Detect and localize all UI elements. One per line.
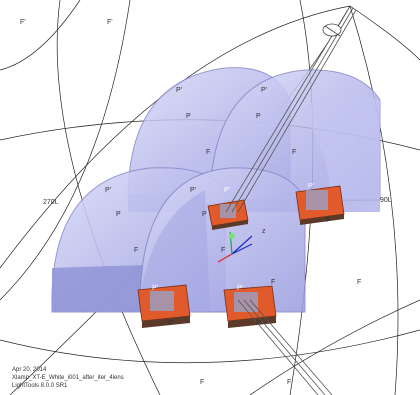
label-f: F <box>287 379 291 386</box>
receiver-icon[interactable] <box>322 23 342 37</box>
led-back-right[interactable] <box>295 185 345 225</box>
label-f: F <box>357 279 361 286</box>
label-f-prime: F' <box>20 19 26 26</box>
label-p: P <box>202 211 207 218</box>
led-back-left[interactable] <box>207 199 249 230</box>
label-f-prime: F' <box>168 320 174 327</box>
label-p: P <box>116 211 121 218</box>
label-axis-z: z <box>262 228 266 235</box>
label-f: F <box>292 149 296 156</box>
label-p-prime: P' <box>308 183 314 190</box>
scene-labels: F' F' P' P' P P F F P' P' P P 270L 90L z… <box>20 19 392 386</box>
label-f: F <box>271 279 275 286</box>
label-270l: 270L <box>43 199 59 206</box>
info-software: LightTools 8.0.0 SR1 <box>12 383 68 389</box>
label-f: F <box>221 247 225 254</box>
label-p-prime: P' <box>176 87 182 94</box>
model-info: Apr 20, 2014 Xlamp_XT-E_White_i001_after… <box>12 366 124 390</box>
label-p: P <box>256 113 261 120</box>
label-p-prime: P' <box>237 285 243 292</box>
led-front-left[interactable] <box>137 284 191 328</box>
label-p-prime: P' <box>152 285 158 292</box>
info-model-name: Xlamp_XT-E_White_i001_after_iter_4lens <box>12 375 124 381</box>
label-90l: 90L <box>380 197 392 204</box>
label-p: P <box>186 113 191 120</box>
label-p-prime: P' <box>190 187 196 194</box>
info-date: Apr 20, 2014 <box>12 367 47 373</box>
label-f-prime: F' <box>107 19 113 26</box>
label-f: F <box>326 217 330 224</box>
lens-front-right[interactable] <box>139 167 306 313</box>
label-f: F <box>134 247 138 254</box>
label-p-prime: P' <box>224 187 230 194</box>
label-p-prime: P' <box>261 87 267 94</box>
ray-bundle[interactable] <box>225 5 357 395</box>
axis-triad-icon <box>217 231 253 263</box>
label-f: F <box>200 379 204 386</box>
label-f-prime: F' <box>256 320 262 327</box>
label-f: F <box>206 149 210 156</box>
label-p-prime: P' <box>105 187 111 194</box>
